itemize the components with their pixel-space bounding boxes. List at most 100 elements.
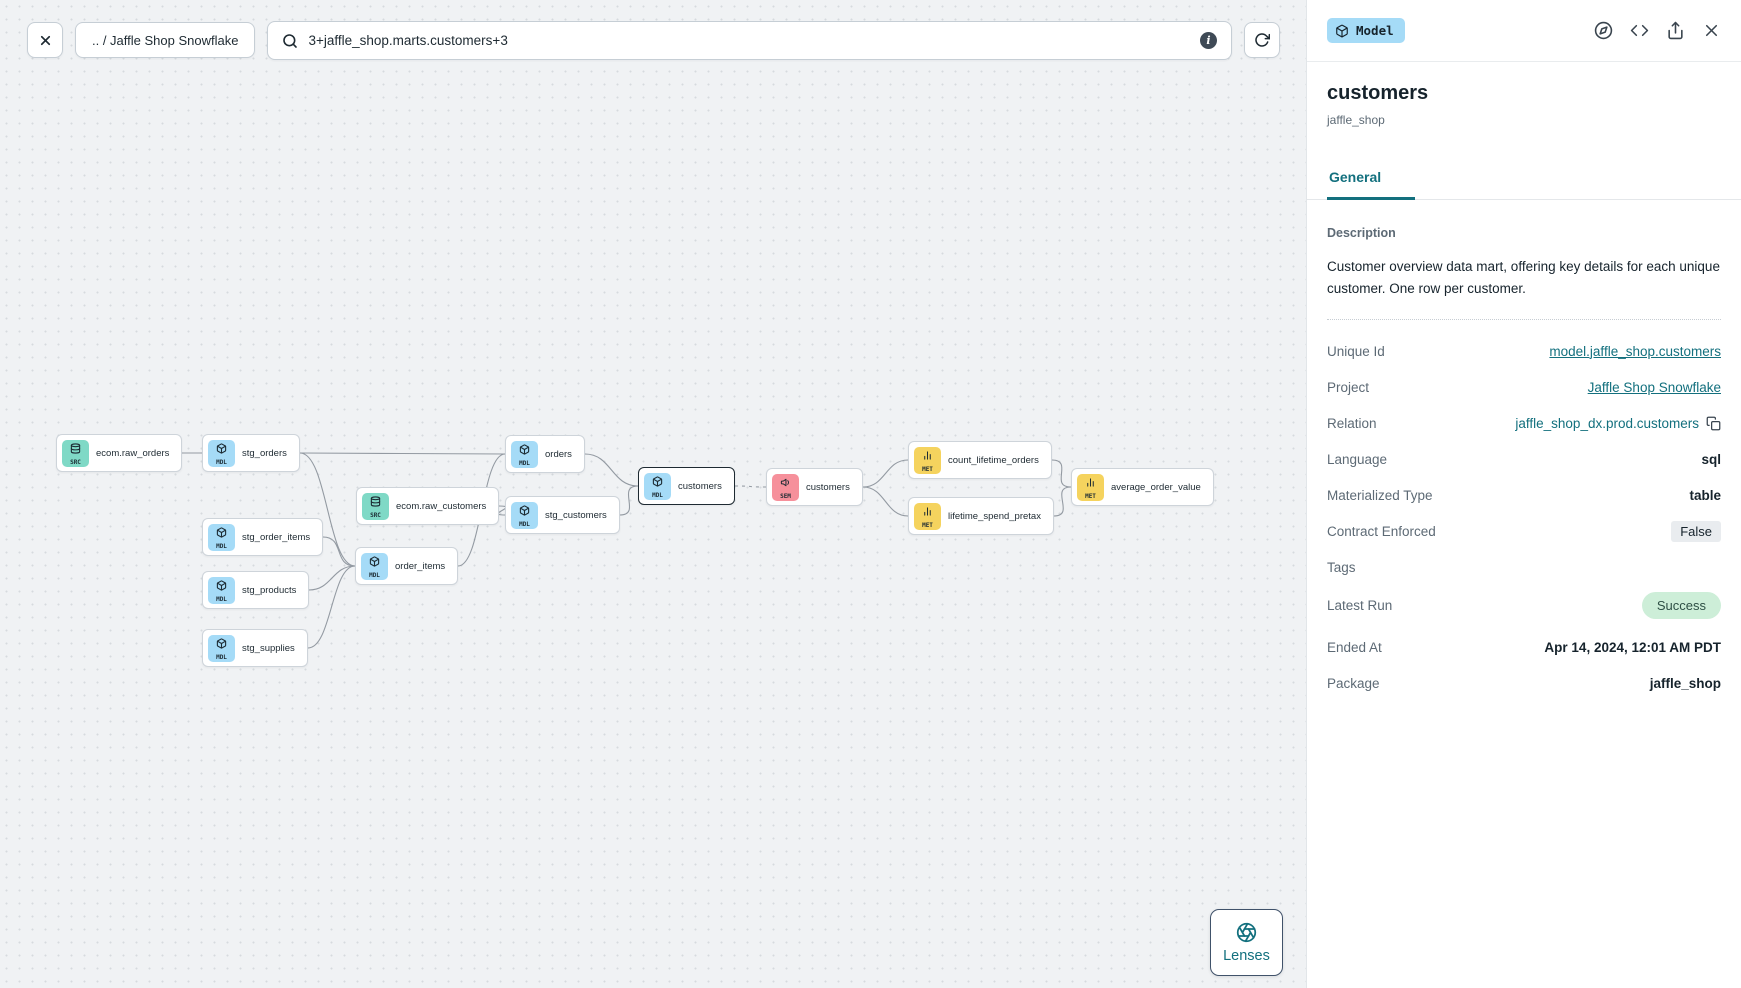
node-average_order_value[interactable]: MET average_order_value	[1071, 468, 1214, 506]
node-type-label: SRC	[70, 458, 81, 466]
lineage-toolbar: .. / Jaffle Shop Snowflake i	[27, 21, 1280, 60]
node-stg_products[interactable]: MDL stg_products	[202, 571, 310, 609]
link-unique-id[interactable]: model.jaffle_shop.customers	[1549, 343, 1721, 359]
node-raw_orders[interactable]: SRC ecom.raw_orders	[56, 434, 183, 472]
search-icon	[283, 33, 298, 48]
node-label: customers	[806, 481, 850, 493]
node-type-badge: MDL	[208, 634, 235, 662]
node-type-label: MDL	[652, 491, 663, 499]
copy-icon	[1706, 416, 1721, 430]
edge-customers_sem-lifetime_spend_pretax	[862, 486, 909, 517]
node-type-label: MET	[1085, 492, 1096, 500]
refresh-icon	[1255, 33, 1270, 47]
detail-row-project: Project Jaffle Shop Snowflake	[1327, 376, 1721, 399]
resource-type-badge: Model	[1327, 18, 1405, 43]
node-type-badge: MDL	[361, 552, 388, 580]
relation-value: jaffle_shop_dx.prod.customers	[1515, 415, 1699, 431]
edge-stg_supplies-order_items	[307, 565, 356, 649]
detail-value: sql	[1701, 451, 1721, 467]
node-type-icon	[519, 442, 530, 460]
view-code-button[interactable]	[1630, 21, 1649, 40]
node-type-label: MDL	[216, 653, 227, 661]
detail-row-ended-at: Ended At Apr 14, 2024, 12:01 AM PDT	[1327, 636, 1721, 659]
copy-relation-button[interactable]	[1706, 416, 1721, 431]
description-text: Customer overview data mart, offering ke…	[1327, 259, 1720, 297]
panel-title-block: customers jaffle_shop	[1307, 62, 1741, 127]
detail-value: jaffle_shop	[1649, 675, 1721, 691]
lineage-canvas[interactable]: SRC ecom.raw_orders MDL stg_orders SRC e…	[0, 0, 1306, 988]
detail-value: Apr 14, 2024, 12:01 AM PDT	[1544, 639, 1721, 655]
node-type-icon	[70, 441, 81, 459]
node-label: ecom.raw_orders	[96, 447, 170, 459]
detail-row-relation: Relation jaffle_shop_dx.prod.customers	[1327, 412, 1721, 435]
node-label: customers	[678, 480, 722, 492]
node-type-badge: MDL	[644, 472, 671, 500]
node-count_lifetime_orders[interactable]: MET count_lifetime_orders	[908, 441, 1052, 479]
detail-value: Jaffle Shop Snowflake	[1588, 380, 1721, 395]
detail-label: Relation	[1327, 415, 1377, 431]
aperture-icon	[1236, 922, 1257, 942]
edge-orders-customers	[584, 453, 639, 487]
edge-customers_sem-count_lifetime_orders	[862, 459, 909, 488]
node-type-label: MDL	[369, 571, 380, 579]
close-icon	[1705, 24, 1718, 37]
detail-value: Success	[1641, 591, 1721, 619]
node-orders[interactable]: MDL orders	[505, 435, 585, 473]
node-type-label: MDL	[216, 595, 227, 603]
lenses-label: Lenses	[1223, 947, 1270, 964]
lenses-button[interactable]: Lenses	[1210, 909, 1283, 976]
breadcrumb[interactable]: .. / Jaffle Shop Snowflake	[75, 22, 256, 58]
node-order_items[interactable]: MDL order_items	[355, 547, 459, 585]
node-stg_orders[interactable]: MDL stg_orders	[202, 434, 300, 472]
node-type-badge: MDL	[208, 576, 235, 604]
node-customers[interactable]: MDL customers	[638, 467, 735, 505]
node-type-icon	[216, 441, 227, 459]
close-icon	[40, 35, 50, 45]
panel-header-actions	[1594, 21, 1721, 40]
node-type-badge: MET	[1077, 473, 1104, 501]
node-customers_sem[interactable]: SEM customers	[766, 468, 863, 506]
panel-tabs: General	[1307, 161, 1741, 200]
node-type-icon	[780, 475, 791, 493]
share-icon	[1668, 21, 1683, 40]
section-divider	[1327, 318, 1721, 320]
node-lifetime_spend_pretax[interactable]: MET lifetime_spend_pretax	[908, 497, 1054, 535]
node-stg_supplies[interactable]: MDL stg_supplies	[202, 629, 308, 667]
node-label: stg_order_items	[242, 531, 311, 543]
explore-compass-button[interactable]	[1594, 21, 1613, 40]
detail-row-tags: Tags	[1327, 556, 1721, 579]
node-raw_customers[interactable]: SRC ecom.raw_customers	[356, 487, 500, 525]
node-type-label: MDL	[216, 542, 227, 550]
node-stg_order_items[interactable]: MDL stg_order_items	[202, 518, 324, 556]
selector-search-input[interactable]	[308, 33, 1190, 48]
detail-label: Package	[1327, 675, 1380, 691]
panel-body: Description Customer overview data mart,…	[1307, 200, 1741, 708]
tab-general[interactable]: General	[1327, 161, 1415, 200]
node-label: orders	[545, 448, 572, 460]
refresh-lineage-button[interactable]	[1244, 22, 1280, 58]
close-lineage-button[interactable]	[27, 22, 63, 58]
share-button[interactable]	[1666, 21, 1685, 40]
node-type-icon	[369, 554, 380, 572]
close-panel-button[interactable]	[1702, 21, 1721, 40]
node-type-icon	[922, 448, 933, 466]
edge-stg_customers-customers	[619, 485, 639, 516]
detail-row-materialized-type: Materialized Type table	[1327, 484, 1721, 507]
detail-row-latest-run: Latest Run Success	[1327, 591, 1721, 619]
node-type-badge: MDL	[511, 501, 538, 529]
node-label: average_order_value	[1111, 481, 1201, 493]
edge-stg_orders-orders	[299, 452, 506, 455]
selector-info-icon[interactable]: i	[1200, 32, 1217, 49]
node-type-icon	[1085, 475, 1096, 493]
details-panel: Model customers jaffle_shop General Desc…	[1306, 0, 1741, 988]
detail-label: Contract Enforced	[1327, 523, 1436, 539]
node-label: stg_customers	[545, 509, 607, 521]
edge-customers-customers_sem	[734, 485, 767, 488]
resource-type-label: Model	[1356, 23, 1394, 38]
node-stg_customers[interactable]: MDL stg_customers	[505, 496, 620, 534]
selector-search[interactable]: i	[267, 21, 1232, 60]
link-project[interactable]: Jaffle Shop Snowflake	[1587, 379, 1721, 395]
edge-count_lifetime_orders-average_order_value	[1051, 459, 1072, 488]
contract-enforced-badge: False	[1671, 520, 1721, 542]
node-type-icon	[216, 578, 227, 596]
